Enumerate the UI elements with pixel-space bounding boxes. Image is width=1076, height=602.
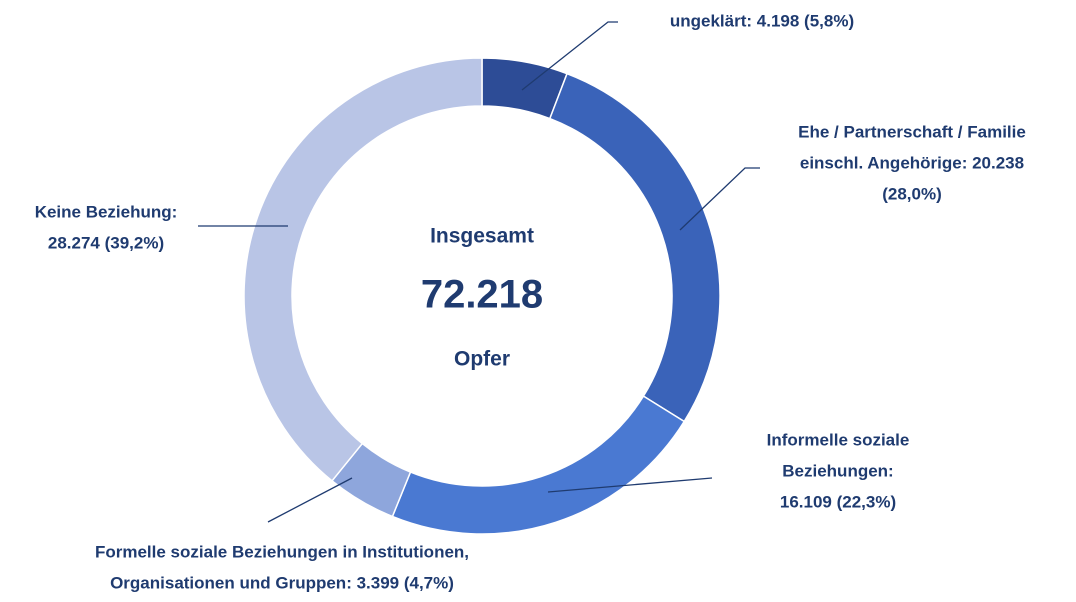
- data-label: Ehe / Partnerschaft / Familie: [798, 122, 1026, 141]
- data-label: 16.109 (22,3%): [780, 492, 896, 511]
- center-unit: Opfer: [454, 348, 510, 371]
- data-label: einschl. Angehörige: 20.238: [800, 153, 1024, 172]
- data-label: ungeklärt: 4.198 (5,8%): [670, 11, 854, 30]
- leader-line: [679, 167, 760, 231]
- leader-line: [267, 477, 353, 523]
- leader-lines: [198, 21, 760, 523]
- donut-segment: [548, 72, 721, 423]
- data-label: (28,0%): [882, 184, 942, 203]
- data-label: Beziehungen:: [782, 461, 893, 480]
- donut-segment: [243, 57, 483, 482]
- data-label: Keine Beziehung:: [35, 202, 178, 221]
- leader-line: [547, 477, 713, 493]
- donut-segment: [391, 395, 686, 535]
- data-label: Informelle soziale: [767, 430, 910, 449]
- center-title: Insgesamt: [430, 225, 534, 248]
- data-label: Organisationen und Gruppen: 3.399 (4,7%): [110, 573, 454, 592]
- center-total: 72.218: [421, 273, 543, 317]
- data-label: Formelle soziale Beziehungen in Institut…: [95, 542, 469, 561]
- leader-line: [521, 21, 618, 91]
- data-label: 28.274 (39,2%): [48, 233, 164, 252]
